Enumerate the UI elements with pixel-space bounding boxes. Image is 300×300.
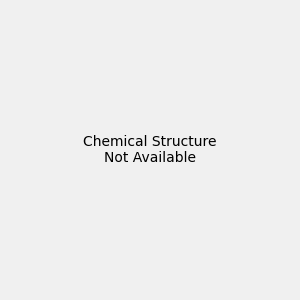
- Text: Chemical Structure
Not Available: Chemical Structure Not Available: [83, 135, 217, 165]
